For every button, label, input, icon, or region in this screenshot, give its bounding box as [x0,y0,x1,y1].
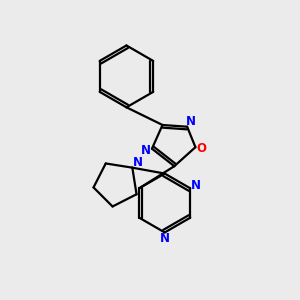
Text: N: N [186,115,196,128]
Text: N: N [141,143,151,157]
Text: N: N [191,178,201,191]
Text: N: N [133,156,142,169]
Text: N: N [160,232,170,245]
Text: O: O [197,142,207,154]
